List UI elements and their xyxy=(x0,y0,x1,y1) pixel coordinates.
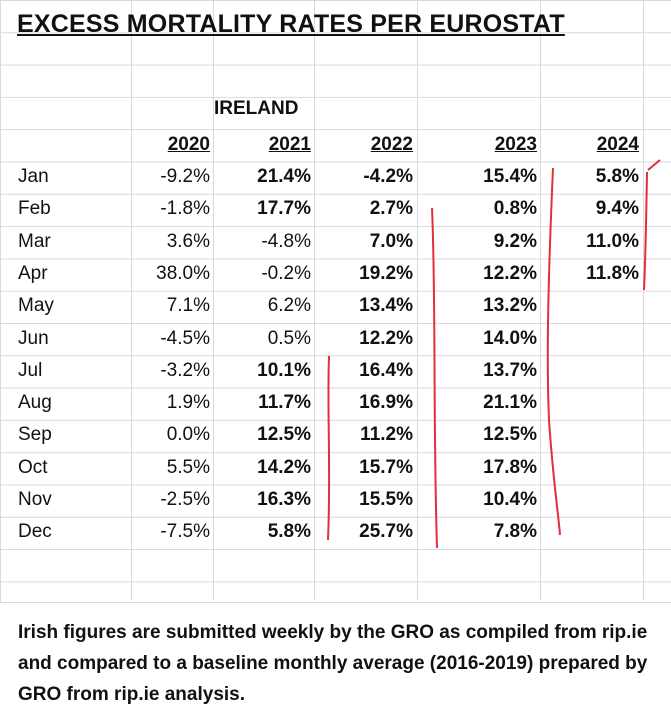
table-cell: 13.2% xyxy=(483,295,537,316)
table-cell: -1.8% xyxy=(160,198,210,219)
year-header-3: 2023 xyxy=(494,134,537,155)
month-label: Sep xyxy=(18,424,52,445)
table-cell: 10.4% xyxy=(483,489,537,510)
table-cell: 6.2% xyxy=(267,295,311,316)
table-cell: 2.7% xyxy=(369,198,413,219)
table-cell: 38.0% xyxy=(156,263,210,284)
grid-column-line xyxy=(643,0,644,600)
month-label: Aug xyxy=(18,392,52,413)
month-label: May xyxy=(18,295,54,316)
table-cell: -4.8% xyxy=(261,231,311,252)
table-cell: 21.1% xyxy=(483,392,537,413)
table-cell: -9.2% xyxy=(160,166,210,187)
table-cell: 21.4% xyxy=(257,166,311,187)
table-cell: -0.2% xyxy=(261,263,311,284)
grid-column-line xyxy=(417,0,418,600)
month-label: Mar xyxy=(18,231,51,252)
month-label: Jul xyxy=(18,360,43,381)
footnote-box: Irish figures are submitted weekly by th… xyxy=(0,602,671,716)
month-label: Oct xyxy=(18,457,48,478)
table-cell: 1.9% xyxy=(166,392,210,413)
table-cell: 17.7% xyxy=(257,198,311,219)
table-cell: -2.5% xyxy=(160,489,210,510)
year-header-2: 2022 xyxy=(370,134,413,155)
table-cell: 12.5% xyxy=(483,424,537,445)
table-cell: 5.8% xyxy=(595,166,639,187)
table-cell: 13.4% xyxy=(359,295,413,316)
month-label: Jun xyxy=(18,328,49,349)
table-cell: 3.6% xyxy=(166,231,210,252)
table-cell: 0.8% xyxy=(493,198,537,219)
table-cell: 15.7% xyxy=(359,457,413,478)
table-cell: 7.1% xyxy=(166,295,210,316)
year-header-4: 2024 xyxy=(596,134,639,155)
table-cell: 16.4% xyxy=(359,360,413,381)
table-cell: 5.5% xyxy=(166,457,210,478)
table-cell: 7.8% xyxy=(493,521,537,542)
table-cell: -7.5% xyxy=(160,521,210,542)
table-cell: 9.2% xyxy=(493,231,537,252)
table-cell: 15.4% xyxy=(483,166,537,187)
year-header-1: 2021 xyxy=(268,134,311,155)
table-cell: 16.3% xyxy=(257,489,311,510)
grid-column-line xyxy=(131,0,132,600)
table-cell: 25.7% xyxy=(359,521,413,542)
table-cell: -4.5% xyxy=(160,328,210,349)
month-label: Nov xyxy=(18,489,52,510)
year-header-0: 2020 xyxy=(167,134,210,155)
month-label: Jan xyxy=(18,166,49,187)
table-cell: -4.2% xyxy=(363,166,413,187)
table-cell: 15.5% xyxy=(359,489,413,510)
table-cell: 9.4% xyxy=(595,198,639,219)
table-cell: 17.8% xyxy=(483,457,537,478)
grid-column-line xyxy=(213,0,214,600)
month-label: Feb xyxy=(18,198,51,219)
grid-column-line xyxy=(314,0,315,600)
table-cell: 12.2% xyxy=(359,328,413,349)
table-cell: 11.8% xyxy=(586,263,639,284)
table-cell: 11.7% xyxy=(258,392,311,413)
table-cell: 0.0% xyxy=(166,424,210,445)
table-cell: 7.0% xyxy=(369,231,413,252)
table-cell: 19.2% xyxy=(359,263,413,284)
table-cell: 14.0% xyxy=(483,328,537,349)
month-label: Apr xyxy=(18,263,48,284)
table-cell: 12.2% xyxy=(483,263,537,284)
table-cell: 10.1% xyxy=(257,360,311,381)
page-title: EXCESS MORTALITY RATES PER EUROSTAT xyxy=(17,10,565,38)
table-cell: 16.9% xyxy=(359,392,413,413)
table-cell: 12.5% xyxy=(257,424,311,445)
country-label: IRELAND xyxy=(214,98,299,119)
table-cell: -3.2% xyxy=(160,360,210,381)
month-label: Dec xyxy=(18,521,52,542)
table-cell: 13.7% xyxy=(483,360,537,381)
table-cell: 14.2% xyxy=(257,457,311,478)
footnote-text: Irish figures are submitted weekly by th… xyxy=(18,622,648,705)
grid-column-line xyxy=(540,0,541,600)
table-cell: 11.0% xyxy=(586,231,639,252)
table-cell: 5.8% xyxy=(267,521,311,542)
table-cell: 0.5% xyxy=(267,328,311,349)
table-cell: 11.2% xyxy=(360,424,413,445)
